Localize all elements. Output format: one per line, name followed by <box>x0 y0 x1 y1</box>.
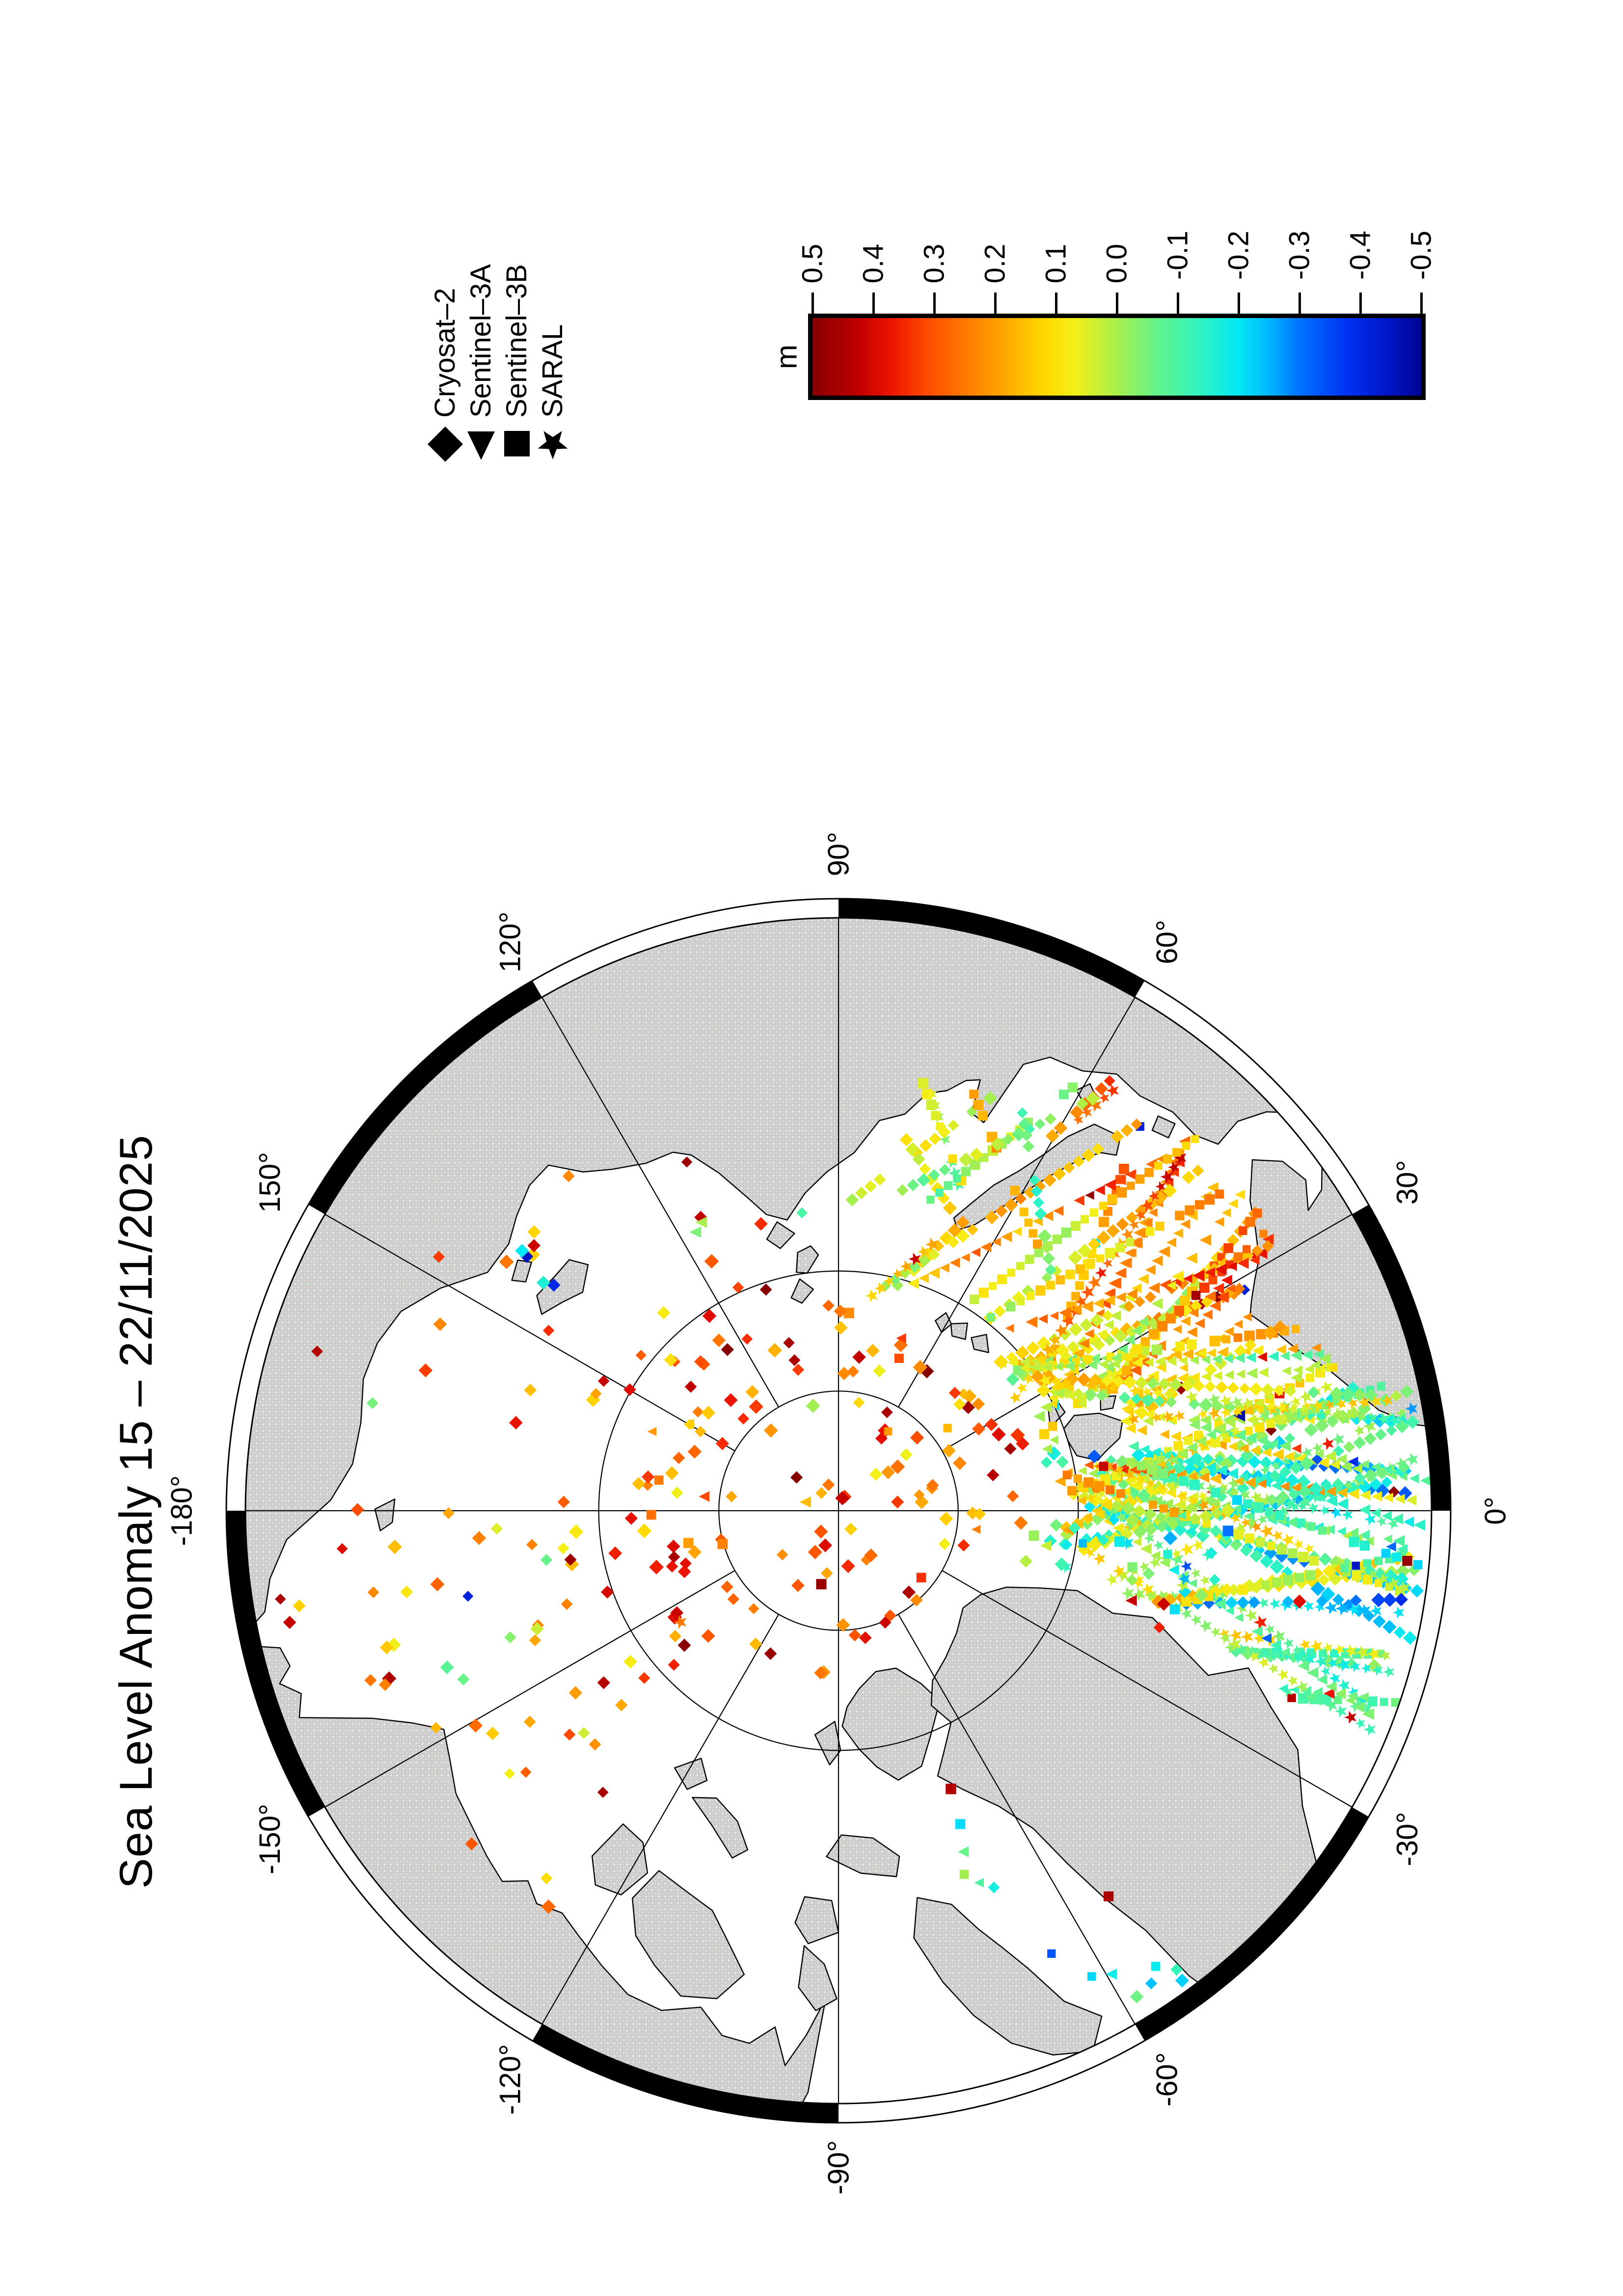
legend-item-sentinel3a: Sentinel–3A <box>463 233 499 464</box>
frame-black-arc <box>1135 1807 1369 2041</box>
diamond-icon <box>427 427 463 462</box>
land-somerset <box>794 1896 839 1945</box>
land-severnaya-zemlya-3 <box>790 1278 814 1304</box>
meridian-label--150: -150° <box>253 1804 286 1874</box>
land-prince-patrick <box>674 1758 708 1790</box>
meridian--30 <box>942 1570 1352 1808</box>
legend-label: Sentinel–3A <box>465 264 497 418</box>
meridian-label-90: 90° <box>822 832 855 877</box>
figure-title: Sea Level Anomaly 15 – 22/11/2025 <box>110 1134 162 1889</box>
land-edgeoya <box>1100 1395 1116 1411</box>
colorbar-tick <box>1298 293 1301 314</box>
meridian-120 <box>541 997 780 1408</box>
colorbar-tick-label: -0.5 <box>1405 231 1437 280</box>
land-axel-heiberg <box>814 1721 841 1765</box>
land-melville <box>692 1797 749 1859</box>
meridian-150 <box>325 1214 735 1452</box>
land-franz-josef-2 <box>950 1322 968 1340</box>
data-points <box>274 1075 1431 2003</box>
land-franz-josef-1 <box>971 1334 989 1353</box>
colorbar-tick <box>872 293 875 314</box>
meridian-label--30: -30° <box>1391 1812 1424 1867</box>
meridian--150 <box>325 1570 735 1808</box>
frame-black-arc <box>308 981 542 1214</box>
square-icon <box>504 431 530 456</box>
colorbar-tick-label: 0.3 <box>918 243 950 283</box>
land-ellesmere <box>841 1667 941 1781</box>
meridian-label-150: 150° <box>253 1152 286 1213</box>
land-severnaya-zemlya-2 <box>766 1221 795 1249</box>
colorbar-tick <box>933 293 936 314</box>
meridian-30 <box>942 1214 1352 1452</box>
star-icon <box>538 431 568 459</box>
meridian-label-60: 60° <box>1151 920 1184 964</box>
land-greenland <box>930 1586 1362 2037</box>
colorbar-tick-label: 0.4 <box>857 243 890 283</box>
colorbar-tick <box>1420 293 1423 314</box>
meridian-60 <box>897 997 1136 1408</box>
land-kolguev <box>1151 1115 1176 1139</box>
meridian-label--120: -120° <box>494 2044 527 2115</box>
meridian-label-120: 120° <box>494 911 527 972</box>
colorbar-tick-label: 0.0 <box>1101 243 1133 283</box>
meridian-label-180: -180° <box>165 1475 198 1546</box>
colorbar-gradient <box>808 314 1426 400</box>
map-frame-ring <box>225 898 1452 2124</box>
colorbar-unit-label: m <box>770 345 803 369</box>
land-boothia <box>798 1945 838 2011</box>
land-franz-josef-3 <box>935 1312 952 1333</box>
legend: Cryosat–2 Sentinel–3A Sentinel–3B SARAL <box>427 233 570 464</box>
meridian-label--60: -60° <box>1151 2052 1184 2107</box>
colorbar-tick <box>812 293 814 314</box>
land-lyakhov <box>511 1259 532 1282</box>
land-wrangel <box>374 1498 396 1531</box>
colorbar-tick-label: -0.2 <box>1222 231 1255 280</box>
colorbar-tick-label: -0.3 <box>1283 231 1316 280</box>
colorbar-tick-label: 0.5 <box>796 243 829 283</box>
colorbar-tick <box>994 293 997 314</box>
colorbar-tick <box>1359 293 1362 314</box>
legend-item-cryosat2: Cryosat–2 <box>427 233 463 464</box>
colorbar-tick <box>1238 293 1240 314</box>
land-banks-island <box>591 1823 649 1896</box>
meridian-label--90: -90° <box>822 2140 855 2195</box>
colorbar-tick-label: 0.1 <box>1040 243 1072 283</box>
colorbar-tick <box>1055 293 1057 314</box>
legend-item-saral: SARAL <box>535 233 570 464</box>
meridian--60 <box>897 1614 1136 2025</box>
colorbar-tick <box>1116 293 1118 314</box>
land-baffin-island <box>913 1897 1103 2056</box>
legend-item-sentinel3b: Sentinel–3B <box>499 233 535 464</box>
land-eurasia <box>245 918 1432 1631</box>
land-devon <box>826 1834 900 1877</box>
meridian-labels: 0° 30° 60° 90° 120° 150° -180° -150° -120° -90° -6… <box>165 832 1512 2195</box>
legend-label: Cryosat–2 <box>429 288 461 418</box>
land-severnaya-zemlya-1 <box>796 1245 819 1274</box>
legend-label: Sentinel–3B <box>501 264 533 418</box>
graticule <box>245 918 1432 2104</box>
colorbar-tick-label: -0.4 <box>1344 231 1377 280</box>
land-new-siberian <box>536 1259 589 1315</box>
triangle-icon <box>467 431 495 460</box>
meridian--120 <box>541 1614 780 2025</box>
legend-label: SARAL <box>537 324 568 418</box>
meridian-label-0: 0° <box>1479 1496 1512 1524</box>
colorbar-tick <box>1177 293 1179 314</box>
meridian-label-30: 30° <box>1391 1160 1424 1205</box>
land-svalbard <box>1063 1413 1123 1461</box>
colorbar-tick-label: -0.1 <box>1162 231 1194 280</box>
land-victoria-island <box>632 1870 745 2000</box>
colorbar-tick-label: 0.2 <box>979 243 1011 283</box>
